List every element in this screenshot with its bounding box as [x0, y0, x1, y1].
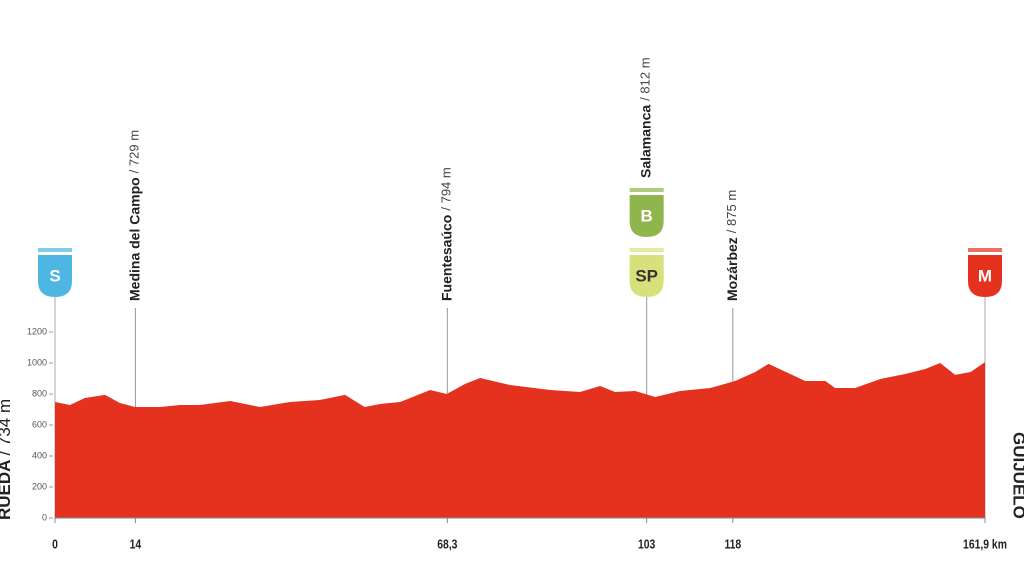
x-tick-label: 118: [724, 537, 741, 551]
badge-shape: [38, 255, 72, 297]
badge-top: [968, 248, 1002, 252]
y-tick-label: 200: [32, 481, 47, 491]
marker-label: B: [641, 206, 653, 225]
waypoint-label: Medina del Campo / 729 m: [126, 130, 142, 301]
waypoint-label: Fuentesaúco / 794 m: [438, 167, 454, 301]
badge-top: [38, 248, 72, 252]
marker-label: S: [49, 266, 60, 285]
waypoint-name: Salamanca: [637, 105, 653, 178]
y-tick-label: 0: [42, 512, 47, 522]
x-tick-label: 0: [52, 537, 58, 551]
badge-top: [629, 248, 664, 252]
y-tick-label: 1000: [27, 357, 47, 367]
waypoint-label: Salamanca / 812 m: [637, 57, 653, 178]
start-elevation: / 734 m: [0, 399, 14, 456]
badge-top: [629, 188, 664, 192]
x-tick-label: 14: [130, 537, 142, 551]
waypoint-elevation: / 794 m: [439, 167, 454, 210]
elevation-area: [55, 362, 985, 518]
marker-label: M: [978, 266, 992, 285]
waypoint-name: Fuentesaúco: [438, 215, 454, 301]
x-tick-label: 161,9 km: [963, 537, 1007, 551]
waypoint-name: Mozárbez: [724, 237, 740, 301]
waypoint-elevation: / 729 m: [127, 130, 142, 173]
marker-label: SP: [635, 266, 658, 285]
marker-badge: M: [968, 248, 1002, 297]
badge-shape: [629, 255, 664, 297]
waypoint-elevation: / 812 m: [638, 57, 653, 100]
x-tick-label: 68,3: [437, 537, 458, 551]
start-label: RUEDA / 734 m: [0, 399, 14, 520]
badge-shape: [629, 195, 664, 237]
y-tick-label: 800: [32, 388, 47, 398]
badge-shape: [968, 255, 1002, 297]
waypoint-name: Medina del Campo: [126, 177, 142, 301]
waypoint-label: Mozárbez / 875 m: [724, 190, 740, 301]
waypoint-elevation: / 875 m: [724, 190, 739, 233]
finish-name: GUIJUELO: [1010, 432, 1024, 519]
start-name: RUEDA: [0, 460, 14, 520]
marker-badge: B: [629, 188, 664, 237]
marker-badge: SP: [629, 248, 664, 297]
marker-badge: S: [38, 248, 72, 297]
y-tick-label: 400: [32, 450, 47, 460]
y-tick-label: 1200: [27, 326, 47, 336]
x-tick-label: 103: [638, 537, 656, 551]
y-tick-label: 600: [32, 419, 47, 429]
